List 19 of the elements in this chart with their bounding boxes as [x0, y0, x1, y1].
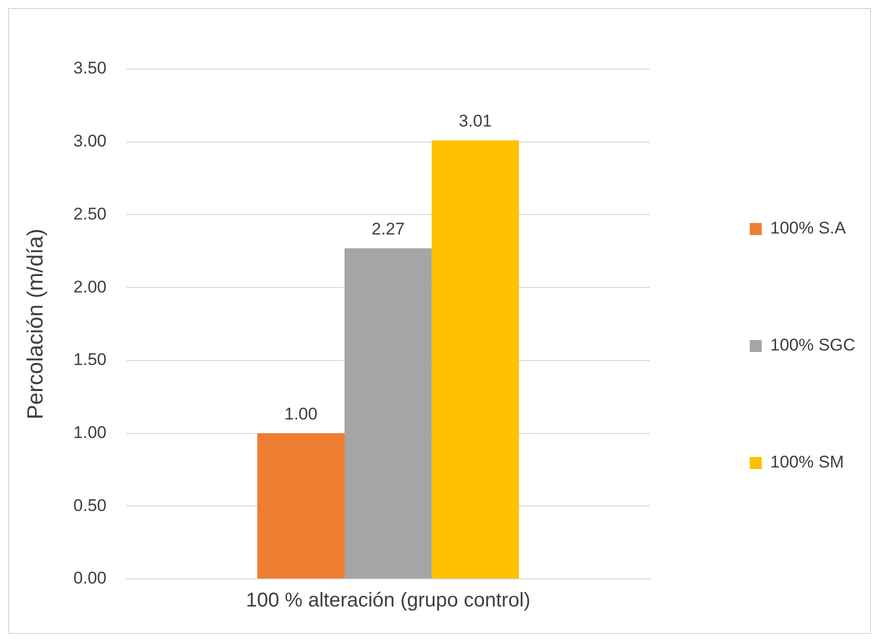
- bar: [432, 140, 519, 578]
- y-axis-title: Percolación (m/día): [22, 228, 48, 420]
- bar: [344, 248, 432, 578]
- legend-label: 100% SGC: [770, 336, 856, 355]
- legend-label: 100% S.A: [770, 218, 847, 238]
- y-tick-label: 2.00: [73, 277, 106, 296]
- y-tick-label: 1.00: [73, 422, 106, 442]
- data-label: 3.01: [458, 112, 492, 131]
- legend-label: 100% SM: [770, 452, 844, 472]
- y-tick-label: 1.50: [73, 350, 106, 370]
- x-tick-label: 100 % alteración (grupo control): [246, 590, 530, 612]
- y-tick-label: 3.00: [73, 132, 106, 151]
- y-tick-label: 0.00: [73, 568, 106, 588]
- data-label: 1.00: [284, 404, 318, 424]
- bar: [257, 433, 345, 578]
- data-label: 2.27: [372, 219, 405, 238]
- y-tick-label: 3.50: [73, 58, 106, 78]
- y-tick-label: 0.50: [73, 496, 106, 515]
- y-tick-label: 2.50: [73, 204, 106, 224]
